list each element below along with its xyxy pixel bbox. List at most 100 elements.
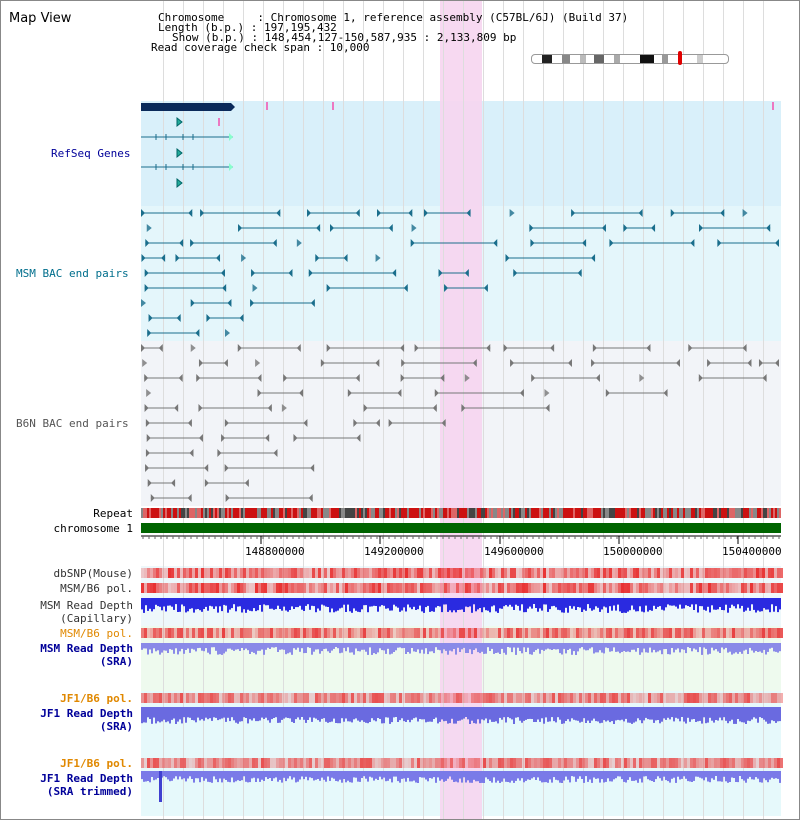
chromosome-ideogram[interactable] bbox=[531, 54, 729, 64]
msm-sra-depth bbox=[645, 643, 647, 653]
msm-b6-pol-sra-label[interactable]: MSM/B6 pol. bbox=[60, 627, 133, 640]
jf1-pol-heat bbox=[540, 693, 543, 703]
msm-cap-depth bbox=[585, 598, 587, 611]
msm-cap-depth bbox=[437, 598, 439, 606]
jf1-b6-pol-label[interactable]: JF1/B6 pol. bbox=[60, 692, 133, 705]
msm-pol-sra-heat bbox=[174, 628, 177, 638]
jf1-trim-depth bbox=[349, 771, 351, 783]
dbsnp-heat bbox=[759, 568, 762, 578]
jf1-depth bbox=[267, 707, 269, 721]
msm-read-depth-cap-label[interactable]: MSM Read Depth bbox=[40, 599, 133, 612]
msm-read-depth-sra-label[interactable]: MSM Read Depth bbox=[40, 642, 133, 655]
jf1-b6-pol-2-label[interactable]: JF1/B6 pol. bbox=[60, 757, 133, 770]
repeat-mark bbox=[213, 508, 215, 518]
jf1-pol-heat bbox=[741, 693, 744, 703]
msm-pol-sra-heat bbox=[657, 628, 660, 638]
jf1-pol-heat bbox=[705, 693, 708, 703]
msm-cap-depth bbox=[439, 598, 441, 607]
msm-cap-depth bbox=[381, 598, 383, 606]
msm-cap-depth bbox=[403, 598, 405, 608]
msm-b6-pol-label[interactable]: MSM/B6 pol. bbox=[60, 582, 133, 595]
jf1-depth bbox=[345, 707, 347, 719]
jf1-pol-heat bbox=[525, 693, 528, 703]
jf1-pol-2-heat bbox=[654, 758, 657, 768]
repeat-mark bbox=[721, 508, 723, 518]
dbsnp-heat bbox=[777, 568, 780, 578]
msm-cap-depth bbox=[583, 598, 585, 610]
msm-cap-depth bbox=[501, 598, 503, 609]
repeat-mark bbox=[229, 508, 231, 518]
jf1-pol-heat bbox=[528, 693, 531, 703]
msm-sra-depth bbox=[557, 643, 559, 650]
jf1-pol-2-heat bbox=[285, 758, 288, 768]
msm-pol-sra-heat bbox=[222, 628, 225, 638]
jf1-depth bbox=[579, 707, 581, 723]
msm-pol-sra-heat bbox=[408, 628, 411, 638]
repeat-mark bbox=[641, 508, 643, 518]
jf1-trim-depth bbox=[211, 771, 213, 783]
msm-bac-end bbox=[571, 209, 576, 217]
jf1-read-depth-label[interactable]: JF1 Read Depth bbox=[40, 707, 133, 720]
msm-pol-heat bbox=[504, 583, 507, 593]
repeat-mark bbox=[741, 508, 743, 518]
repeat-mark bbox=[553, 508, 555, 518]
repeat-mark bbox=[627, 508, 629, 518]
jf1-pol-heat bbox=[450, 693, 453, 703]
msm-pol-sra-heat bbox=[276, 628, 279, 638]
highlight-region[interactable] bbox=[440, 1, 482, 819]
msm-cap-depth bbox=[141, 598, 143, 610]
jf1-depth bbox=[675, 707, 677, 718]
msm-pol-heat bbox=[468, 583, 471, 593]
dbsnp-heat bbox=[204, 568, 207, 578]
msm-sra-depth bbox=[503, 643, 505, 653]
jf1-depth bbox=[459, 707, 461, 721]
jf1-depth bbox=[391, 707, 393, 723]
dbsnp-heat bbox=[216, 568, 219, 578]
dbsnp-heat bbox=[543, 568, 546, 578]
jf1-pol-heat bbox=[612, 693, 615, 703]
jf1-pol-2-heat bbox=[366, 758, 369, 768]
repeat-mark bbox=[665, 508, 667, 518]
jf1-depth bbox=[431, 707, 433, 722]
repeat-mark bbox=[397, 508, 399, 518]
msm-pol-sra-heat bbox=[759, 628, 762, 638]
jf1-trim-depth bbox=[645, 771, 647, 777]
repeat-mark bbox=[147, 508, 149, 518]
repeat-mark bbox=[249, 508, 251, 518]
jf1-trim-depth bbox=[597, 771, 599, 779]
msm-sra-depth bbox=[713, 643, 715, 651]
dbsnp-heat bbox=[207, 568, 210, 578]
dbsnp-heat bbox=[702, 568, 705, 578]
jf1-read-depth-trim-label[interactable]: JF1 Read Depth bbox=[40, 772, 133, 785]
jf1-depth bbox=[499, 707, 501, 718]
jf1-trim-depth bbox=[503, 771, 505, 779]
jf1-trim-depth bbox=[319, 771, 321, 781]
b6n-bac-label[interactable]: B6N BAC end pairs bbox=[16, 417, 129, 430]
jf1-pol-heat bbox=[333, 693, 336, 703]
grid-line bbox=[503, 1, 504, 819]
msm-bac-label[interactable]: MSM BAC end pairs bbox=[16, 267, 129, 280]
dbsnp-heat bbox=[633, 568, 636, 578]
dbsnp-label[interactable]: dbSNP(Mouse) bbox=[53, 567, 133, 580]
jf1-pol-heat bbox=[750, 693, 753, 703]
jf1-depth bbox=[775, 707, 777, 723]
repeat-mark bbox=[217, 508, 219, 518]
msm-sra-depth bbox=[467, 643, 469, 653]
ideogram-position-marker bbox=[678, 51, 682, 65]
jf1-depth bbox=[425, 707, 427, 723]
jf1-trim-depth bbox=[711, 771, 713, 779]
dbsnp-heat bbox=[303, 568, 306, 578]
jf1-depth bbox=[359, 707, 361, 722]
msm-cap-depth bbox=[485, 598, 487, 611]
msm-pol-heat bbox=[663, 583, 666, 593]
msm-pol-sra-heat bbox=[741, 628, 744, 638]
repeat-mark bbox=[495, 508, 497, 518]
repeat-mark bbox=[539, 508, 541, 518]
jf1-depth bbox=[757, 707, 759, 723]
msm-bac-end bbox=[330, 224, 335, 232]
jf1-depth bbox=[751, 707, 753, 720]
msm-sra-depth bbox=[223, 643, 225, 654]
msm-pol-heat bbox=[564, 583, 567, 593]
refseq-genes-label[interactable]: RefSeq Genes bbox=[51, 147, 131, 160]
dbsnp-heat bbox=[720, 568, 723, 578]
